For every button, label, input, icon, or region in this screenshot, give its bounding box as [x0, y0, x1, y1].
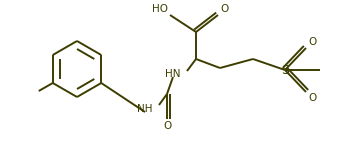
Text: S: S — [281, 63, 289, 76]
Text: O: O — [308, 37, 316, 47]
Text: HO: HO — [152, 4, 168, 14]
Text: O: O — [308, 93, 316, 103]
Text: O: O — [163, 121, 171, 131]
Text: HN: HN — [164, 69, 180, 79]
Text: O: O — [220, 4, 228, 14]
Text: NH: NH — [137, 104, 152, 114]
